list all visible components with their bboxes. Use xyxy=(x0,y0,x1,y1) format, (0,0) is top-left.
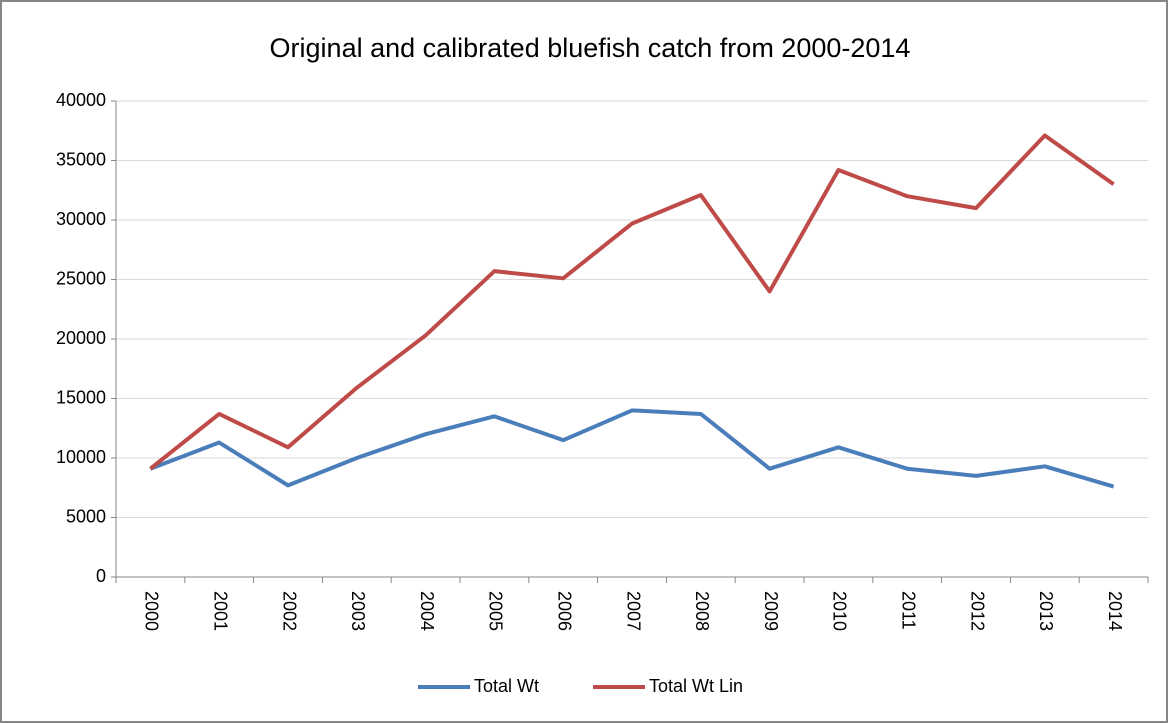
x-tick-label: 2014 xyxy=(1105,591,1125,631)
y-tick-label: 15000 xyxy=(56,387,106,407)
series-line xyxy=(149,408,1115,489)
x-tick-label: 2005 xyxy=(486,591,506,631)
x-tick-label: 2000 xyxy=(142,591,162,631)
y-tick-label: 30000 xyxy=(56,209,106,229)
x-tick-label: 2001 xyxy=(210,591,230,631)
legend-label: Total Wt Lin xyxy=(649,676,743,696)
series-line xyxy=(149,133,1115,471)
x-tick-label: 2009 xyxy=(761,591,781,631)
y-tick-label: 20000 xyxy=(56,328,106,348)
y-tick-label: 0 xyxy=(96,566,106,586)
x-tick-label: 2011 xyxy=(898,591,918,630)
y-tick-label: 25000 xyxy=(56,268,106,288)
x-tick-label: 2004 xyxy=(417,591,437,631)
y-tick-label: 35000 xyxy=(56,149,106,169)
x-tick-label: 2012 xyxy=(967,591,987,631)
y-tick-label: 40000 xyxy=(56,90,106,110)
x-tick-label: 2013 xyxy=(1036,591,1056,631)
x-tick-label: 2003 xyxy=(348,591,368,631)
x-tick-label: 2008 xyxy=(692,591,712,631)
x-tick-label: 2007 xyxy=(623,591,643,631)
x-tick-label: 2006 xyxy=(554,591,574,631)
y-tick-label: 10000 xyxy=(56,447,106,467)
y-tick-label: 5000 xyxy=(66,506,106,526)
legend-label: Total Wt xyxy=(474,676,539,696)
chart-title: Original and calibrated bluefish catch f… xyxy=(270,33,911,63)
x-tick-label: 2002 xyxy=(279,591,299,631)
x-tick-label: 2010 xyxy=(830,591,850,631)
